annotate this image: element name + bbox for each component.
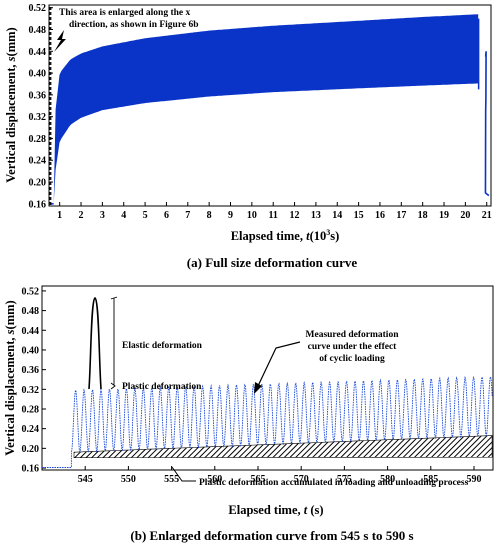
x-tick-label-b: 570 <box>294 474 309 485</box>
x-axis-label-a: Elapsed time, t(103s) <box>231 228 340 243</box>
x-tick-label-b: 585 <box>423 474 438 485</box>
elastic-label: Elastic deformation <box>122 341 203 351</box>
x-ticks-b: 545 550 555 560 565 570 575 580 585 590 <box>78 466 481 485</box>
elastic-loop-illustration <box>88 297 102 390</box>
x-tick-label-a: 4 <box>121 210 126 221</box>
y-tick-label-a: 0.44 <box>29 47 47 58</box>
y-tick-label-b: 0.24 <box>22 424 40 435</box>
x-tick-label-a: 17 <box>396 210 406 221</box>
x-tick-label-a: 20 <box>460 210 470 221</box>
x-tick-label-a: 6 <box>164 210 169 221</box>
x-tick-label-a: 7 <box>185 210 190 221</box>
y-tick-label-a: 0.32 <box>29 112 47 123</box>
deformation-band <box>53 14 479 204</box>
y-axis-label-b: Vertical displacement, s(mm) <box>3 300 17 455</box>
y-tick-label-a: 0.28 <box>29 134 47 145</box>
accumulated-label: Plastic deformation accumulated in loadi… <box>199 478 469 488</box>
chart-a: 0.16 0.20 0.24 0.28 0.32 0.36 0.40 0.44 0.48 0.52… <box>4 3 492 270</box>
y-axis-label-a: Vertical displacement, s(mm) <box>4 27 18 182</box>
y-tick-label-b: 0.16 <box>22 464 40 475</box>
caption-a: (a) Full size deformation curve <box>187 255 358 270</box>
plastic-bracket <box>110 382 116 390</box>
plot-a-frame <box>48 4 492 207</box>
x-tick-label-b: 590 <box>466 474 481 485</box>
x-tick-label-b: 560 <box>207 474 222 485</box>
y-tick-label-a: 0.36 <box>29 90 47 101</box>
x-tick-label-b: 580 <box>380 474 395 485</box>
x-tick-label-b: 550 <box>121 474 136 485</box>
x-tick-label-a: 9 <box>228 210 233 221</box>
x-tick-label-a: 21 <box>482 210 492 221</box>
y-tick-label-b: 0.40 <box>22 345 40 356</box>
x-tick-label-b: 545 <box>78 474 93 485</box>
x-tick-label-b: 565 <box>250 474 265 485</box>
annotation-a-line1: This area is enlarged along the x <box>59 8 190 18</box>
y-tick-label-a: 0.40 <box>29 69 47 80</box>
chart-b: 0.16 0.20 0.24 0.28 0.32 0.36 0.40 0.44 0.48 0.52… <box>3 285 494 543</box>
x-axis-label-b: Elapsed time, t (s) <box>228 503 323 517</box>
y-tick-label-b: 0.48 <box>22 306 40 317</box>
x-tick-label-a: 11 <box>268 210 277 221</box>
y-tick-label-a: 0.52 <box>29 3 47 14</box>
accumulated-pointer <box>171 466 196 482</box>
plastic-label: Plastic deformation <box>122 382 202 392</box>
y-tick-label-b: 0.36 <box>22 365 40 376</box>
x-tick-label-a: 12 <box>290 210 300 221</box>
x-tick-label-a: 5 <box>143 210 148 221</box>
y-tick-label-a: 0.20 <box>29 178 47 189</box>
y-ticks-b: 0.16 0.20 0.24 0.28 0.32 0.36 0.40 0.44 0.48 0.52 <box>22 286 46 475</box>
x-tick-label-a: 13 <box>311 210 321 221</box>
y-tick-label-a: 0.16 <box>29 199 47 210</box>
plot-b-frame <box>41 285 494 471</box>
measured-pointer <box>257 341 301 387</box>
elastic-dimension-top <box>110 296 118 300</box>
annotation-arrow <box>54 30 66 52</box>
measured-pointer-head <box>254 382 262 394</box>
x-tick-label-a: 16 <box>375 210 385 221</box>
measured-label-1: Measured deformation <box>306 330 400 340</box>
x-tick-label-a: 8 <box>207 210 212 221</box>
y-tick-label-a: 0.24 <box>29 156 47 167</box>
x-tick-label-b: 555 <box>164 474 179 485</box>
x-tick-label-a: 18 <box>418 210 428 221</box>
x-tick-label-a: 14 <box>332 210 342 221</box>
y-tick-label-b: 0.52 <box>22 286 40 297</box>
y-tick-label-b: 0.44 <box>22 326 40 337</box>
measured-label-3: of cyclic loading <box>319 354 385 364</box>
unloading-drop <box>484 51 490 197</box>
y-tick-label-b: 0.20 <box>22 444 40 455</box>
x-tick-label-a: 15 <box>354 210 364 221</box>
x-tick-label-a: 2 <box>79 210 84 221</box>
y-tick-label-a: 0.48 <box>29 25 47 36</box>
x-ticks-a: 1 2 3 4 5 6 7 8 9 10 11 12 13 14 15 16 17 18 19 20 21 <box>57 202 492 221</box>
cyclic-deformation-curve <box>42 375 493 468</box>
y-tick-label-b: 0.32 <box>22 385 40 396</box>
caption-b: (b) Enlarged deformation curve from 545 … <box>130 528 413 543</box>
annotation-a-line2: direction, as shown in Figure 6b <box>69 20 199 30</box>
x-tick-label-a: 10 <box>247 210 257 221</box>
y-tick-label-b: 0.28 <box>22 404 40 415</box>
x-tick-label-a: 3 <box>100 210 105 221</box>
x-tick-label-b: 575 <box>337 474 352 485</box>
measured-label-2: curve under the effect <box>308 342 398 352</box>
accumulated-plastic-area <box>73 435 493 459</box>
x-tick-label-a: 1 <box>57 210 62 221</box>
x-tick-label-a: 19 <box>439 210 449 221</box>
